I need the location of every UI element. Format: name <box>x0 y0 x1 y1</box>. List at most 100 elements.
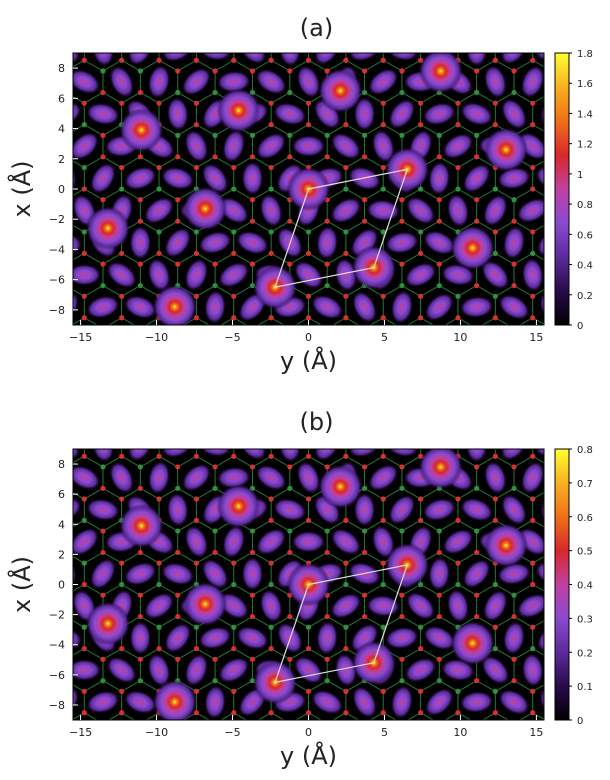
lattice-bond <box>252 252 272 265</box>
colorbar-tick-label: 0 <box>577 716 583 727</box>
density-blob-minor <box>238 449 267 460</box>
lattice-atom <box>399 656 405 662</box>
lattice-atom <box>175 89 181 96</box>
lattice-atom <box>511 613 517 620</box>
lattice-atom <box>81 164 87 171</box>
lattice-atom <box>137 218 143 224</box>
lattice-bond <box>532 289 544 297</box>
lattice-bond <box>196 648 216 660</box>
y-tick-label: −2 <box>49 213 65 226</box>
lattice-bond <box>140 59 160 72</box>
lattice-bond <box>73 519 85 528</box>
colorbar-tick-label: 0.6 <box>577 230 593 241</box>
density-peak <box>418 53 463 94</box>
density-blob-minor <box>102 716 142 752</box>
lattice-atom <box>156 250 162 256</box>
lattice-bond <box>364 220 384 233</box>
lattice-atom <box>530 646 536 652</box>
lattice-atom <box>175 528 181 534</box>
density-blob-minor <box>423 230 456 255</box>
lattice-bond <box>73 160 85 168</box>
lattice-bond <box>532 584 544 592</box>
lattice-bond <box>289 92 309 104</box>
density-blob-minor <box>124 166 157 190</box>
density-blob-minor <box>331 528 361 555</box>
lattice-atom <box>119 186 125 192</box>
lattice-atom <box>81 581 87 588</box>
lattice-bond <box>121 59 141 72</box>
lattice-bond <box>270 188 291 201</box>
lattice-bond <box>364 519 384 532</box>
lattice-atom <box>268 164 274 171</box>
lattice-bond <box>326 220 347 233</box>
lattice-atom <box>436 218 442 224</box>
lattice-atom <box>343 186 349 192</box>
density-blob-minor <box>273 102 307 126</box>
lattice-atom <box>212 68 218 74</box>
lattice-atom <box>436 282 442 289</box>
lattice-bond <box>532 317 544 325</box>
lattice-bond <box>476 455 496 468</box>
lattice-atom <box>492 57 498 63</box>
lattice-bond <box>73 317 85 325</box>
lattice-atom <box>305 710 312 716</box>
lattice-bond <box>326 680 347 692</box>
lattice-atom <box>492 453 498 459</box>
lattice-bond <box>196 712 211 720</box>
lattice-bond <box>73 584 85 592</box>
y-tick-label: 6 <box>58 488 65 501</box>
lattice-bond <box>382 455 403 468</box>
lattice-bond <box>177 551 197 564</box>
lattice-bond <box>252 156 272 168</box>
lattice-atom <box>100 528 106 534</box>
lattice-atom <box>418 710 424 716</box>
lattice-atom <box>268 250 274 256</box>
density-blob-minor <box>521 461 544 494</box>
lattice-bond <box>495 188 515 201</box>
density-blob-minor <box>86 690 120 714</box>
lattice-bond <box>73 455 85 464</box>
lattice-atom <box>549 593 554 598</box>
lattice-bond <box>326 252 347 265</box>
density-blob-minor <box>296 461 321 494</box>
lattice-bond <box>382 124 403 136</box>
lattice-atom <box>474 282 480 289</box>
lattice-atom <box>249 197 256 203</box>
lattice-bond <box>439 616 459 628</box>
lattice-atom <box>81 624 87 630</box>
lattice-atom <box>119 36 124 41</box>
lattice-atom <box>492 710 498 716</box>
lattice-bond <box>326 551 347 564</box>
lattice-atom <box>530 496 536 502</box>
lattice-atom <box>193 517 199 523</box>
lattice-atom <box>137 89 143 96</box>
density-peak <box>152 284 197 325</box>
lattice-atom <box>511 678 517 684</box>
lattice-bond <box>289 648 309 660</box>
lattice-bond <box>158 487 178 500</box>
density-peak <box>450 225 495 270</box>
density-blob-minor <box>521 65 544 98</box>
lattice-bond <box>439 92 459 104</box>
lattice-atom <box>530 100 536 106</box>
lattice-atom <box>231 186 237 192</box>
lattice-atom <box>530 229 536 235</box>
lattice-atom <box>436 528 442 534</box>
colorbar-tick-label: 1.8 <box>577 49 593 60</box>
lattice-bond <box>401 220 421 233</box>
density-blob-minor <box>422 102 456 126</box>
density-blob-minor <box>256 528 286 555</box>
colorbar-tick-label: 1.4 <box>577 109 593 120</box>
density-blob-minor <box>476 323 515 355</box>
lattice-atom <box>63 593 68 598</box>
lattice-bond <box>308 519 328 532</box>
density-blob-minor <box>460 691 494 713</box>
density-blob-minor <box>198 626 232 650</box>
lattice-atom <box>212 282 218 289</box>
density-blob-minor <box>406 196 435 225</box>
lattice-bond <box>345 59 365 72</box>
lattice-bond <box>233 584 253 596</box>
density-blob-minor <box>198 53 232 61</box>
density-peak <box>85 206 130 251</box>
lattice-bond <box>457 92 477 104</box>
